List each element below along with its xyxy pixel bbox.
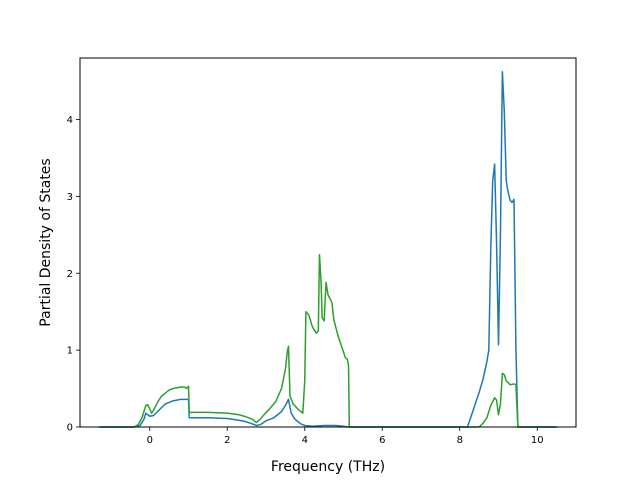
x-tick-label: 10	[531, 435, 544, 446]
series-line-1	[99, 71, 557, 428]
x-axis-ticks: 0 2 4 6 8 10	[147, 427, 544, 446]
axes-frame	[79, 57, 577, 428]
series-line-2	[99, 254, 557, 428]
y-axis-ticks: 0 1 2 3 4	[67, 115, 80, 434]
plot-area	[99, 71, 557, 428]
y-tick-label: 1	[67, 346, 73, 357]
x-tick-label: 0	[147, 435, 153, 446]
y-tick-label: 4	[67, 115, 73, 126]
y-tick-label: 3	[67, 192, 73, 203]
x-tick-label: 6	[379, 435, 385, 446]
x-tick-label: 8	[457, 435, 463, 446]
x-tick-label: 4	[302, 435, 308, 446]
y-tick-label: 0	[67, 423, 73, 434]
x-tick-label: 2	[224, 435, 230, 446]
y-tick-label: 2	[67, 269, 73, 280]
x-axis-label: Frequency (THz)	[271, 459, 385, 475]
y-axis-label: Partial Density of States	[38, 158, 54, 326]
